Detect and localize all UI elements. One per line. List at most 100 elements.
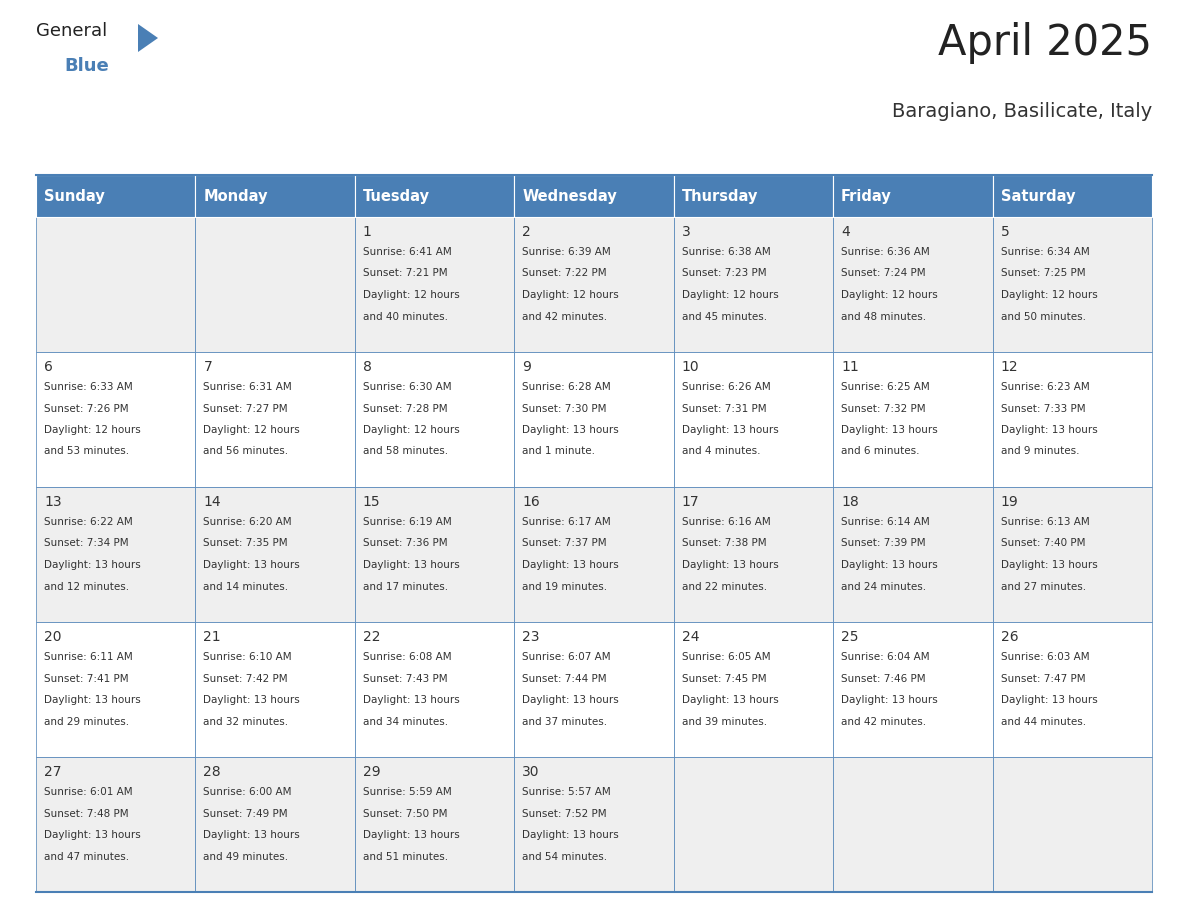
Text: Sunset: 7:37 PM: Sunset: 7:37 PM: [523, 539, 607, 548]
Text: Sunrise: 6:23 AM: Sunrise: 6:23 AM: [1000, 382, 1089, 392]
Text: 19: 19: [1000, 495, 1018, 509]
Text: Sunset: 7:25 PM: Sunset: 7:25 PM: [1000, 268, 1085, 278]
Text: Sunset: 7:45 PM: Sunset: 7:45 PM: [682, 674, 766, 684]
Text: Sunrise: 6:20 AM: Sunrise: 6:20 AM: [203, 517, 292, 527]
Bar: [36, 352, 196, 487]
Text: 23: 23: [523, 630, 539, 644]
Bar: [992, 487, 1152, 622]
Bar: [36, 757, 196, 892]
Bar: [196, 352, 355, 487]
Bar: [196, 175, 355, 217]
Bar: [833, 757, 992, 892]
Text: Tuesday: Tuesday: [362, 188, 430, 204]
Text: Baragiano, Basilicate, Italy: Baragiano, Basilicate, Italy: [892, 102, 1152, 121]
Text: Daylight: 12 hours: Daylight: 12 hours: [841, 290, 937, 300]
Text: Daylight: 13 hours: Daylight: 13 hours: [362, 695, 460, 705]
Text: Sunrise: 6:01 AM: Sunrise: 6:01 AM: [44, 787, 133, 797]
Bar: [992, 757, 1152, 892]
Text: and 27 minutes.: and 27 minutes.: [1000, 581, 1086, 591]
Bar: [36, 487, 196, 622]
Text: Daylight: 13 hours: Daylight: 13 hours: [841, 695, 937, 705]
Bar: [992, 217, 1152, 352]
Bar: [833, 487, 992, 622]
Text: and 6 minutes.: and 6 minutes.: [841, 446, 920, 456]
Bar: [992, 175, 1152, 217]
Text: and 4 minutes.: and 4 minutes.: [682, 446, 760, 456]
Bar: [355, 487, 514, 622]
Bar: [674, 175, 833, 217]
Bar: [992, 352, 1152, 487]
Text: Daylight: 12 hours: Daylight: 12 hours: [203, 425, 301, 435]
Bar: [514, 217, 674, 352]
Text: 14: 14: [203, 495, 221, 509]
Bar: [514, 487, 674, 622]
Text: Daylight: 13 hours: Daylight: 13 hours: [362, 560, 460, 570]
Bar: [514, 757, 674, 892]
Text: Sunrise: 5:59 AM: Sunrise: 5:59 AM: [362, 787, 451, 797]
Text: Daylight: 12 hours: Daylight: 12 hours: [44, 425, 140, 435]
Text: Sunrise: 6:10 AM: Sunrise: 6:10 AM: [203, 652, 292, 662]
Bar: [355, 217, 514, 352]
Text: 21: 21: [203, 630, 221, 644]
Text: and 29 minutes.: and 29 minutes.: [44, 717, 129, 726]
Text: 1: 1: [362, 225, 372, 239]
Text: and 56 minutes.: and 56 minutes.: [203, 446, 289, 456]
Text: Sunrise: 6:22 AM: Sunrise: 6:22 AM: [44, 517, 133, 527]
Text: and 44 minutes.: and 44 minutes.: [1000, 717, 1086, 726]
Bar: [992, 622, 1152, 757]
Text: 8: 8: [362, 360, 372, 374]
Text: Sunrise: 6:38 AM: Sunrise: 6:38 AM: [682, 247, 771, 257]
Text: Daylight: 13 hours: Daylight: 13 hours: [362, 830, 460, 840]
Text: 4: 4: [841, 225, 849, 239]
Text: 20: 20: [44, 630, 62, 644]
Bar: [36, 217, 196, 352]
Text: Friday: Friday: [841, 188, 892, 204]
Text: Sunrise: 6:31 AM: Sunrise: 6:31 AM: [203, 382, 292, 392]
Bar: [514, 352, 674, 487]
Bar: [196, 757, 355, 892]
Bar: [833, 622, 992, 757]
Text: Daylight: 13 hours: Daylight: 13 hours: [682, 425, 778, 435]
Text: and 42 minutes.: and 42 minutes.: [841, 717, 927, 726]
Text: Sunset: 7:44 PM: Sunset: 7:44 PM: [523, 674, 607, 684]
Text: and 12 minutes.: and 12 minutes.: [44, 581, 129, 591]
Text: Sunset: 7:36 PM: Sunset: 7:36 PM: [362, 539, 448, 548]
Bar: [196, 622, 355, 757]
Text: 6: 6: [44, 360, 52, 374]
Text: and 32 minutes.: and 32 minutes.: [203, 717, 289, 726]
Text: Sunset: 7:42 PM: Sunset: 7:42 PM: [203, 674, 287, 684]
Text: 2: 2: [523, 225, 531, 239]
Polygon shape: [138, 24, 158, 52]
Text: 9: 9: [523, 360, 531, 374]
Text: Sunset: 7:35 PM: Sunset: 7:35 PM: [203, 539, 287, 548]
Text: Wednesday: Wednesday: [523, 188, 617, 204]
Text: Daylight: 12 hours: Daylight: 12 hours: [1000, 290, 1098, 300]
Text: and 22 minutes.: and 22 minutes.: [682, 581, 766, 591]
Text: and 1 minute.: and 1 minute.: [523, 446, 595, 456]
Text: 15: 15: [362, 495, 380, 509]
Text: and 51 minutes.: and 51 minutes.: [362, 852, 448, 861]
Text: 17: 17: [682, 495, 700, 509]
Text: and 37 minutes.: and 37 minutes.: [523, 717, 607, 726]
Text: Daylight: 13 hours: Daylight: 13 hours: [44, 830, 140, 840]
Bar: [674, 622, 833, 757]
Bar: [355, 622, 514, 757]
Text: Sunset: 7:40 PM: Sunset: 7:40 PM: [1000, 539, 1085, 548]
Text: Daylight: 13 hours: Daylight: 13 hours: [1000, 695, 1098, 705]
Text: Sunset: 7:41 PM: Sunset: 7:41 PM: [44, 674, 128, 684]
Text: Sunset: 7:47 PM: Sunset: 7:47 PM: [1000, 674, 1085, 684]
Text: and 54 minutes.: and 54 minutes.: [523, 852, 607, 861]
Text: Sunset: 7:50 PM: Sunset: 7:50 PM: [362, 809, 448, 819]
Bar: [514, 622, 674, 757]
Text: Sunset: 7:26 PM: Sunset: 7:26 PM: [44, 404, 128, 413]
Text: Sunset: 7:28 PM: Sunset: 7:28 PM: [362, 404, 448, 413]
Text: Sunset: 7:38 PM: Sunset: 7:38 PM: [682, 539, 766, 548]
Bar: [833, 175, 992, 217]
Text: 29: 29: [362, 765, 380, 779]
Text: Daylight: 13 hours: Daylight: 13 hours: [523, 560, 619, 570]
Text: Sunset: 7:32 PM: Sunset: 7:32 PM: [841, 404, 925, 413]
Text: and 34 minutes.: and 34 minutes.: [362, 717, 448, 726]
Bar: [833, 217, 992, 352]
Text: Sunset: 7:39 PM: Sunset: 7:39 PM: [841, 539, 925, 548]
Text: 28: 28: [203, 765, 221, 779]
